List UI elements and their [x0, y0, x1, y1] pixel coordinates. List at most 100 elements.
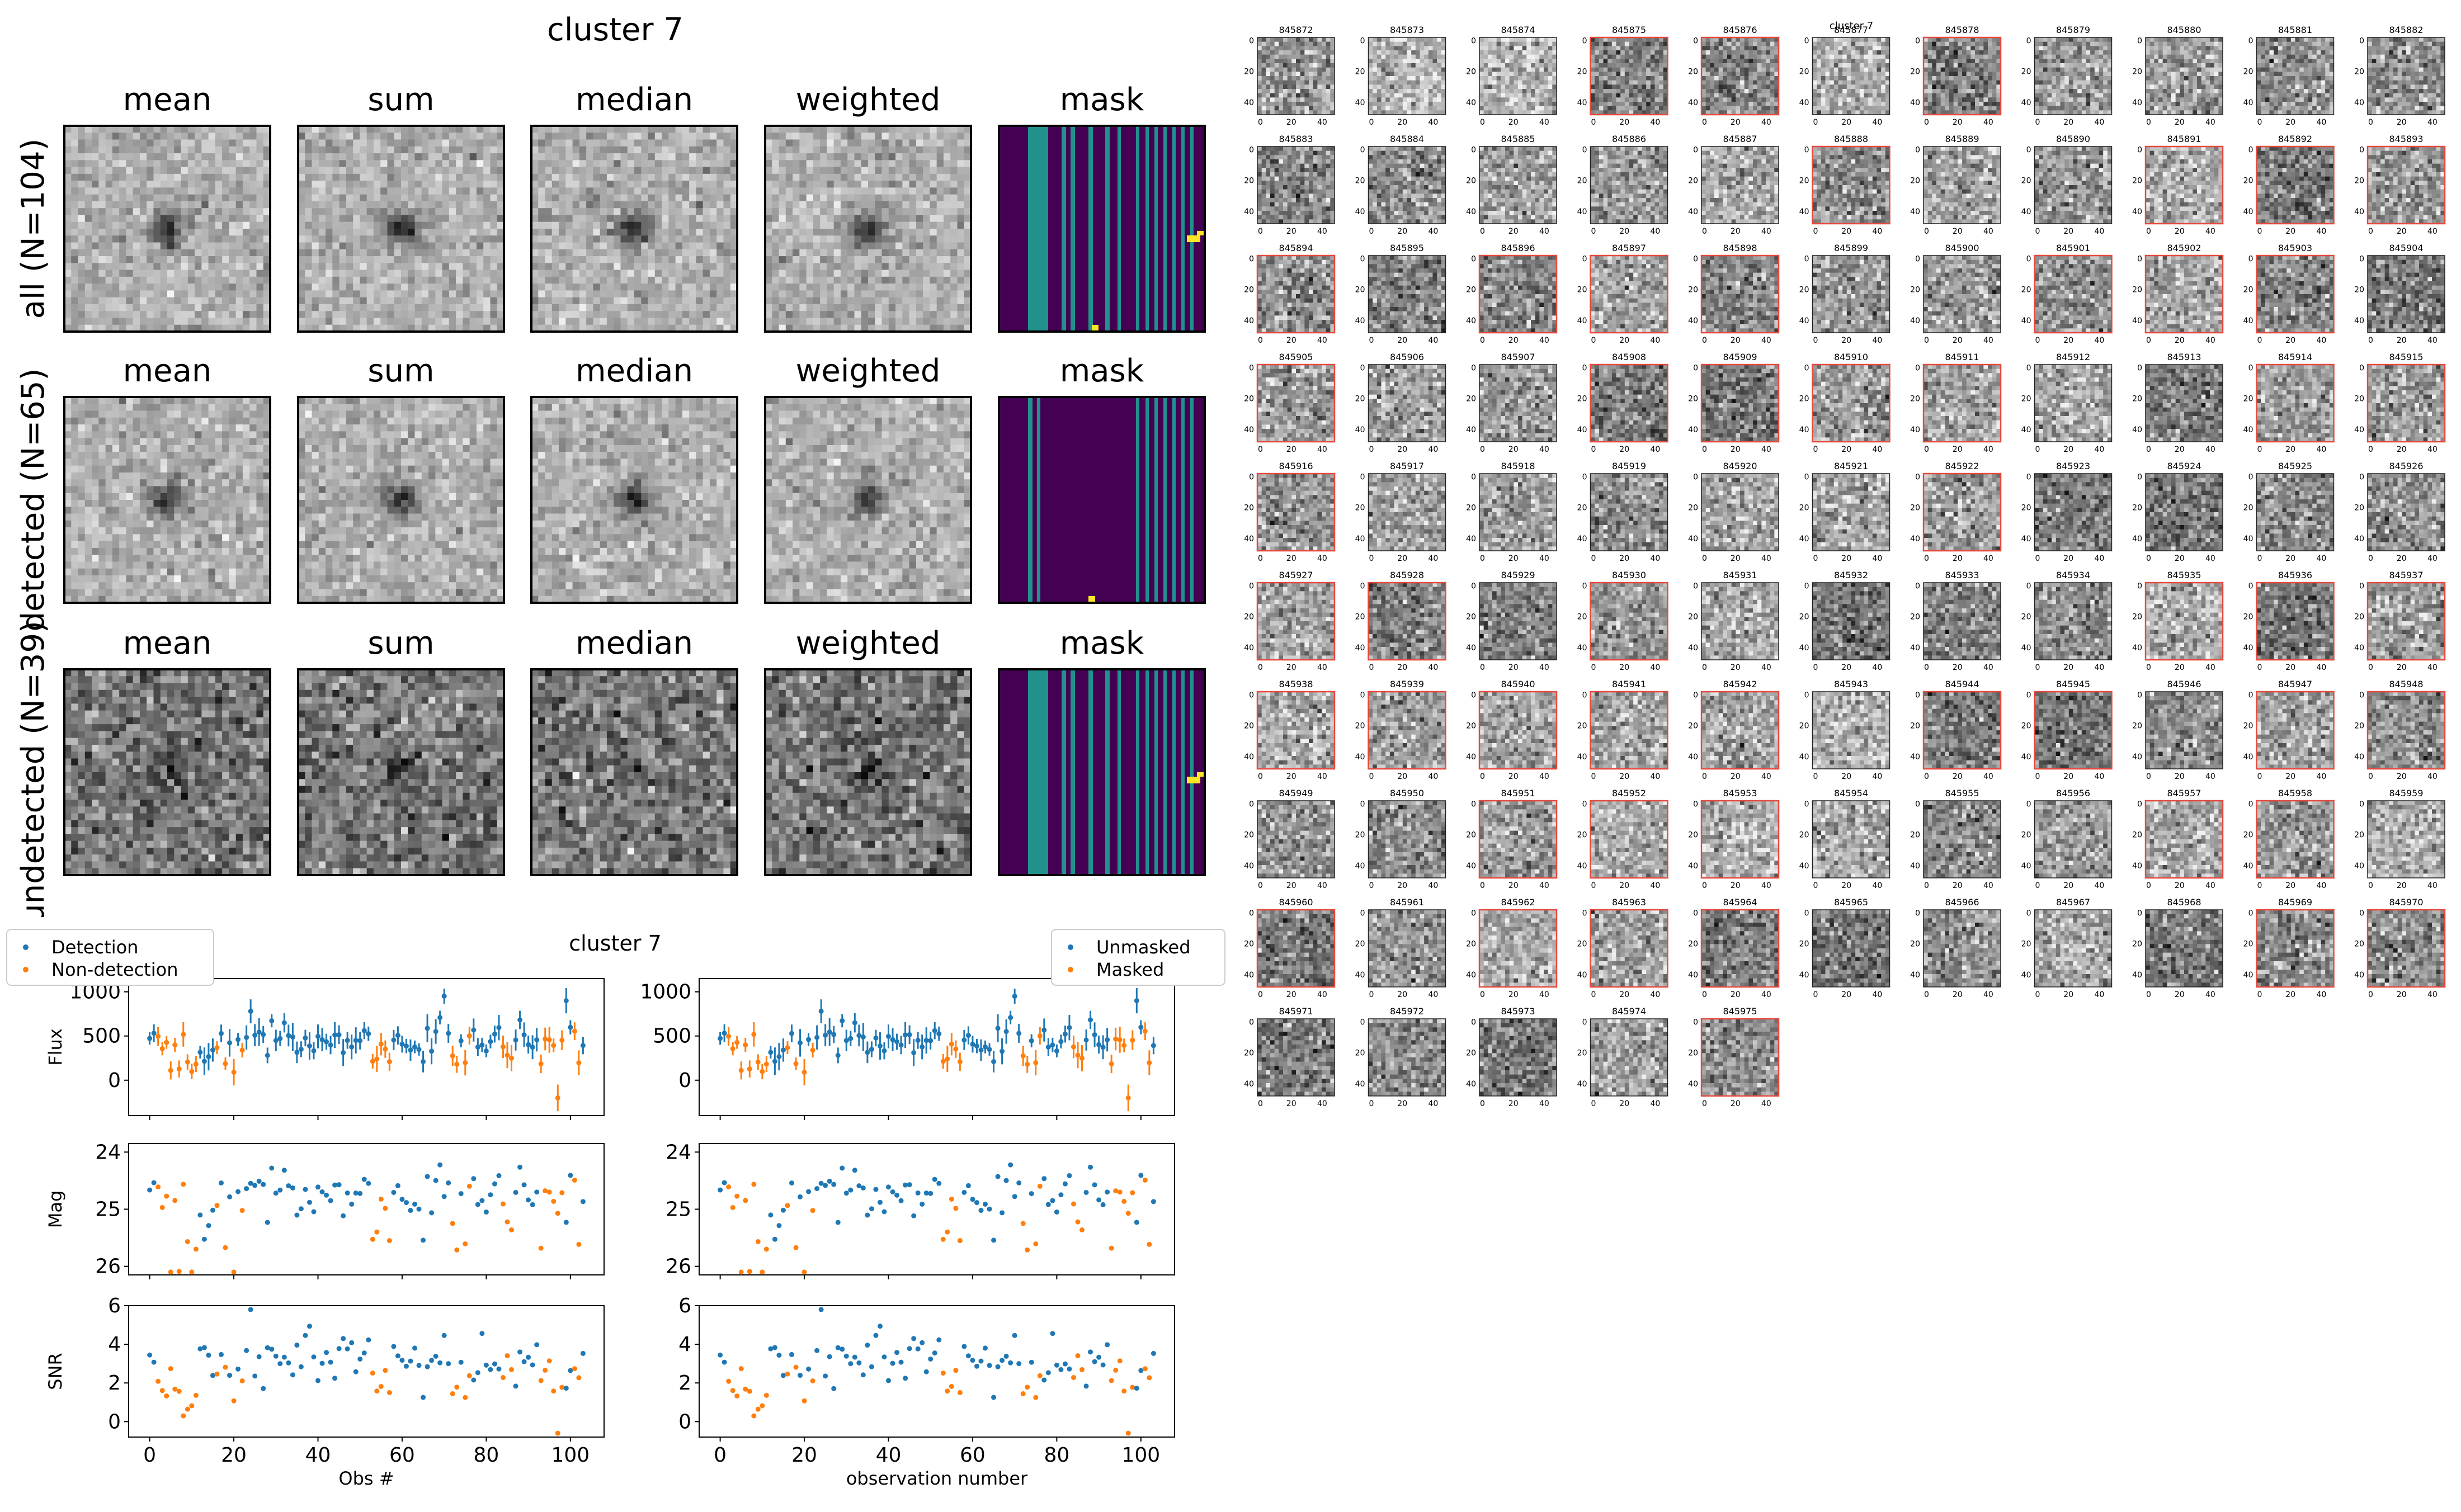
- data-point: [164, 1193, 169, 1199]
- cutout-id: 845937: [2389, 570, 2423, 580]
- data-point: [168, 1067, 173, 1073]
- cutout-x-tick: 40: [2205, 227, 2215, 236]
- data-point: [303, 1187, 308, 1192]
- cutout-y-tick: 20: [1466, 68, 1476, 77]
- cutout-y-tick: 20: [1799, 940, 1809, 949]
- data-point: [543, 1036, 548, 1042]
- cutout-x-tick: 20: [1841, 881, 1851, 890]
- cutout-x-tick: 0: [2257, 227, 2262, 236]
- data-point: [843, 1038, 849, 1043]
- data-point: [920, 1340, 925, 1345]
- cutout-y-tick: 0: [1471, 473, 1476, 482]
- data-point: [534, 1037, 540, 1043]
- cutout-id: 845940: [1501, 679, 1535, 689]
- cutout-y-tick: 40: [1799, 862, 1809, 871]
- stamp-image: [297, 396, 505, 604]
- cutout-y-tick: 20: [2021, 395, 2031, 404]
- data-point: [810, 1208, 815, 1213]
- cutout-x-tick: 20: [2175, 118, 2185, 127]
- cutout-y-tick: 0: [2359, 255, 2364, 264]
- data-point: [559, 1385, 565, 1390]
- data-point: [1121, 1388, 1127, 1394]
- cutout-y-tick: 40: [1910, 426, 1920, 434]
- data-point: [1096, 1197, 1102, 1203]
- cutout-y-tick: 0: [2137, 909, 2142, 918]
- cutout-id: 845884: [1390, 134, 1424, 144]
- data-point: [353, 1190, 359, 1196]
- data-point: [294, 1212, 300, 1218]
- data-point: [1003, 1353, 1009, 1359]
- stamp-grid-title: cluster 7: [547, 12, 683, 48]
- data-point: [551, 1198, 557, 1204]
- cutout-x-tick: 0: [1591, 1099, 1596, 1108]
- data-point: [235, 1037, 241, 1042]
- data-point: [463, 1395, 468, 1400]
- y-tick-label: 2: [108, 1372, 121, 1395]
- cutout-x-tick: 20: [2285, 663, 2295, 672]
- data-point: [185, 1239, 190, 1244]
- data-point: [168, 1366, 173, 1372]
- data-point: [555, 1211, 560, 1216]
- data-point: [353, 1038, 359, 1043]
- data-point: [1075, 1052, 1081, 1058]
- data-point: [1117, 1189, 1123, 1195]
- cutout-x-tick: 0: [2368, 772, 2373, 781]
- cutout-y-tick: 0: [1471, 909, 1476, 918]
- cutout-x-tick: 0: [2368, 663, 2373, 672]
- data-point: [505, 1353, 510, 1359]
- data-point: [454, 1061, 460, 1067]
- data-point: [1079, 1367, 1085, 1372]
- cutout-x-tick: 0: [1702, 881, 1707, 890]
- data-point: [751, 1032, 757, 1037]
- cutout-y-tick: 20: [1244, 613, 1254, 622]
- cutout-y-tick: 20: [2132, 504, 2142, 513]
- data-point: [1020, 1221, 1026, 1226]
- data-point: [1054, 1362, 1059, 1368]
- cutout-x-tick: 20: [1619, 772, 1629, 781]
- data-point: [479, 1198, 485, 1203]
- data-point: [538, 1378, 544, 1383]
- data-point: [763, 1246, 769, 1252]
- data-point: [974, 1043, 979, 1049]
- data-point: [793, 1061, 799, 1066]
- cutout-y-tick: 0: [1582, 37, 1587, 46]
- data-point: [433, 1353, 439, 1359]
- cutout-y-tick: 40: [1466, 644, 1476, 653]
- data-point: [823, 1032, 828, 1038]
- y-axis-label: SNR: [45, 1353, 66, 1390]
- cutout-id: 845967: [2056, 897, 2090, 908]
- data-point: [227, 1373, 233, 1378]
- cutout-y-tick: 40: [2243, 862, 2253, 871]
- cutout-x-tick: 20: [1731, 663, 1741, 672]
- data-point: [806, 1037, 812, 1042]
- data-point: [1117, 1037, 1123, 1043]
- data-point: [151, 1031, 157, 1036]
- data-point: [860, 1034, 866, 1040]
- cutout-y-tick: 0: [2026, 146, 2031, 155]
- data-point: [189, 1069, 195, 1074]
- cutout-y-tick: 40: [1910, 862, 1920, 871]
- data-point: [450, 1221, 455, 1226]
- data-point: [463, 1060, 468, 1065]
- data-point: [949, 1196, 954, 1202]
- stamp-column-title: median: [576, 353, 693, 389]
- cutout-x-tick: 0: [1702, 990, 1707, 999]
- cutout-y-tick: 0: [2137, 146, 2142, 155]
- cutout-x-tick: 20: [2285, 881, 2295, 890]
- data-point: [810, 1047, 815, 1053]
- data-point: [466, 1183, 472, 1189]
- cutout-y-tick: 40: [1466, 316, 1476, 325]
- data-point: [416, 1206, 422, 1212]
- cutout-y-tick: 20: [1688, 613, 1698, 622]
- data-point: [580, 1350, 586, 1356]
- cutout-x-tick: 20: [1397, 663, 1407, 672]
